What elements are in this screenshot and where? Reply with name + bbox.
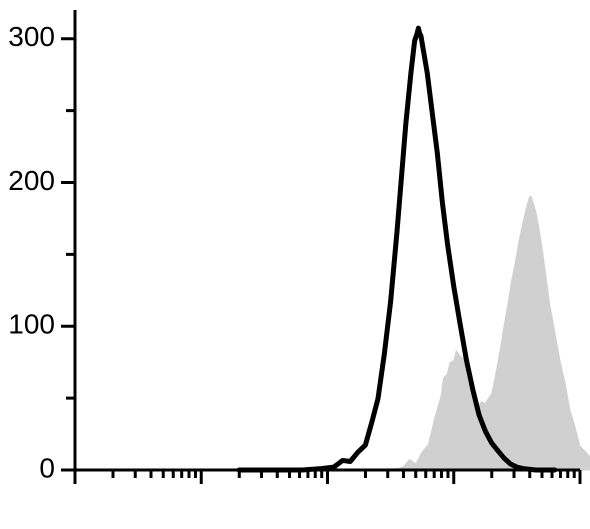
y-tick-label: 0 — [39, 452, 55, 483]
y-tick-label: 300 — [8, 21, 55, 52]
y-tick-label: 100 — [8, 309, 55, 340]
y-tick-label: 200 — [8, 165, 55, 196]
chart-svg: 0 100 200 300 — [0, 0, 590, 529]
histogram-chart: 0 100 200 300 — [0, 0, 590, 529]
